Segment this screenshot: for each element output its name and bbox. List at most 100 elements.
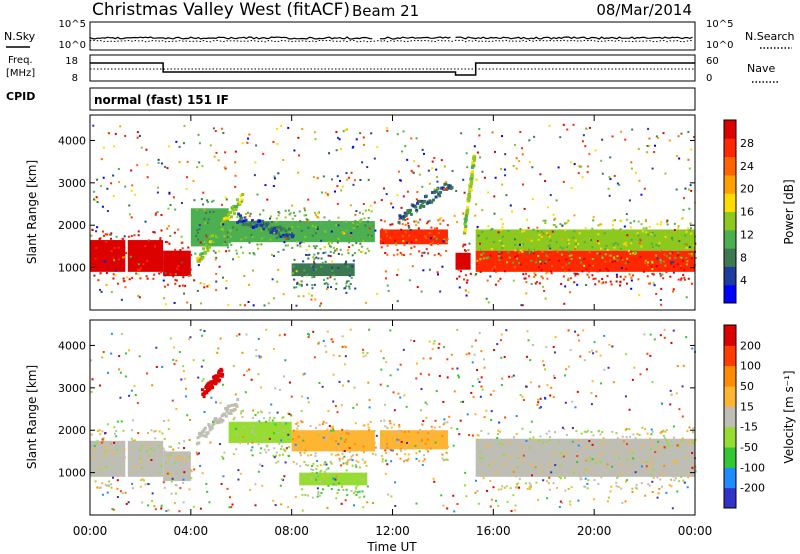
power-speckle <box>605 281 608 284</box>
power-speckle <box>294 214 297 217</box>
power-noise <box>253 174 256 177</box>
velocity-speckle <box>631 451 634 454</box>
power-noise <box>239 303 242 306</box>
velocity-speckle <box>315 471 318 474</box>
power-noise <box>590 238 593 241</box>
power-speckle <box>515 234 518 237</box>
power-speckle <box>514 243 517 246</box>
power-noise <box>521 251 524 254</box>
velocity-noise <box>334 478 337 481</box>
velocity-speckle <box>304 463 307 466</box>
velocity-noise <box>557 458 560 461</box>
power-noise <box>413 160 416 163</box>
velocity-speckle <box>418 459 421 462</box>
velocity-noise <box>164 461 167 464</box>
power-streak-point <box>464 216 468 220</box>
power-speckle <box>166 283 169 286</box>
power-noise <box>580 165 583 168</box>
power-speckle <box>296 282 299 285</box>
power-noise <box>312 256 315 259</box>
velocity-speckle <box>635 483 638 486</box>
velocity-speckle <box>491 454 494 457</box>
power-speckle <box>689 253 692 256</box>
velocity-noise <box>342 384 345 387</box>
velocity-speckle <box>441 435 444 438</box>
velocity-speckle <box>130 429 133 432</box>
power-noise <box>390 202 393 205</box>
plot-date: 08/Mar/2014 <box>596 1 692 19</box>
power-noise <box>619 228 622 231</box>
power-noise <box>175 140 178 143</box>
power-speckle <box>680 217 683 220</box>
power-speckle <box>212 199 215 202</box>
power-speckle <box>430 226 433 229</box>
power-noise <box>644 218 647 221</box>
power-noise <box>380 199 383 202</box>
plot-title: Christmas Valley West (fitACF) <box>92 0 350 20</box>
velocity-noise <box>201 472 204 475</box>
velocity-speckle <box>656 476 659 479</box>
power-speckle <box>462 245 465 248</box>
velocity-speckle <box>539 467 542 470</box>
power-noise <box>340 189 343 192</box>
velocity-noise <box>669 403 672 406</box>
power-streak-point <box>223 217 227 221</box>
power-noise <box>671 237 674 240</box>
power-speckle <box>128 278 131 281</box>
power-noise <box>110 291 113 294</box>
power-speckle <box>479 257 482 260</box>
power-speckle <box>159 238 162 241</box>
power-noise <box>584 145 587 148</box>
power-speckle <box>159 240 162 243</box>
velocity-noise <box>505 329 508 332</box>
velocity-speckle <box>304 493 307 496</box>
power-speckle <box>445 249 448 252</box>
power-speckle <box>303 269 306 272</box>
power-speckle <box>413 245 416 248</box>
velocity-noise <box>368 328 371 331</box>
velocity-speckle <box>299 465 302 468</box>
power-speckle <box>306 274 309 277</box>
velocity-speckle <box>330 453 333 456</box>
power-speckle <box>181 241 184 244</box>
velocity-streak-point <box>224 407 228 411</box>
power-speckle <box>244 215 247 218</box>
power-noise <box>678 240 681 243</box>
power-speckle <box>324 251 327 254</box>
velocity-noise <box>373 430 376 433</box>
velocity-speckle <box>621 473 624 476</box>
velocity-speckle <box>548 463 551 466</box>
power-noise <box>362 203 365 206</box>
velocity-speckle <box>587 429 590 432</box>
power-speckle <box>635 251 638 254</box>
power-speckle <box>563 270 566 273</box>
velocity-speckle <box>177 477 180 480</box>
power-speckle <box>540 230 543 233</box>
power-speckle <box>518 251 521 254</box>
power-speckle <box>367 209 370 212</box>
velocity-noise <box>118 355 121 358</box>
power-streak-point <box>201 256 205 260</box>
power-noise <box>342 232 345 235</box>
power-noise <box>531 166 534 169</box>
velocity-noise <box>399 396 402 399</box>
power-noise <box>130 216 133 219</box>
power-streak-point <box>268 228 272 232</box>
power-noise <box>611 135 614 138</box>
n-search-label: N.Search <box>745 30 795 43</box>
velocity-speckle <box>616 475 619 478</box>
velocity-speckle <box>102 439 105 442</box>
power-streak-point <box>450 185 454 189</box>
power-speckle <box>564 222 567 225</box>
power-speckle <box>337 267 340 270</box>
velocity-speckle <box>529 484 532 487</box>
power-noise <box>112 194 115 197</box>
power-speckle <box>645 227 648 230</box>
power-speckle <box>591 227 594 230</box>
power-noise <box>619 284 622 287</box>
power-noise <box>128 204 131 207</box>
power-speckle <box>112 277 115 280</box>
velocity-noise <box>553 452 556 455</box>
power-streak-point <box>277 234 281 238</box>
velocity-noise <box>183 377 186 380</box>
